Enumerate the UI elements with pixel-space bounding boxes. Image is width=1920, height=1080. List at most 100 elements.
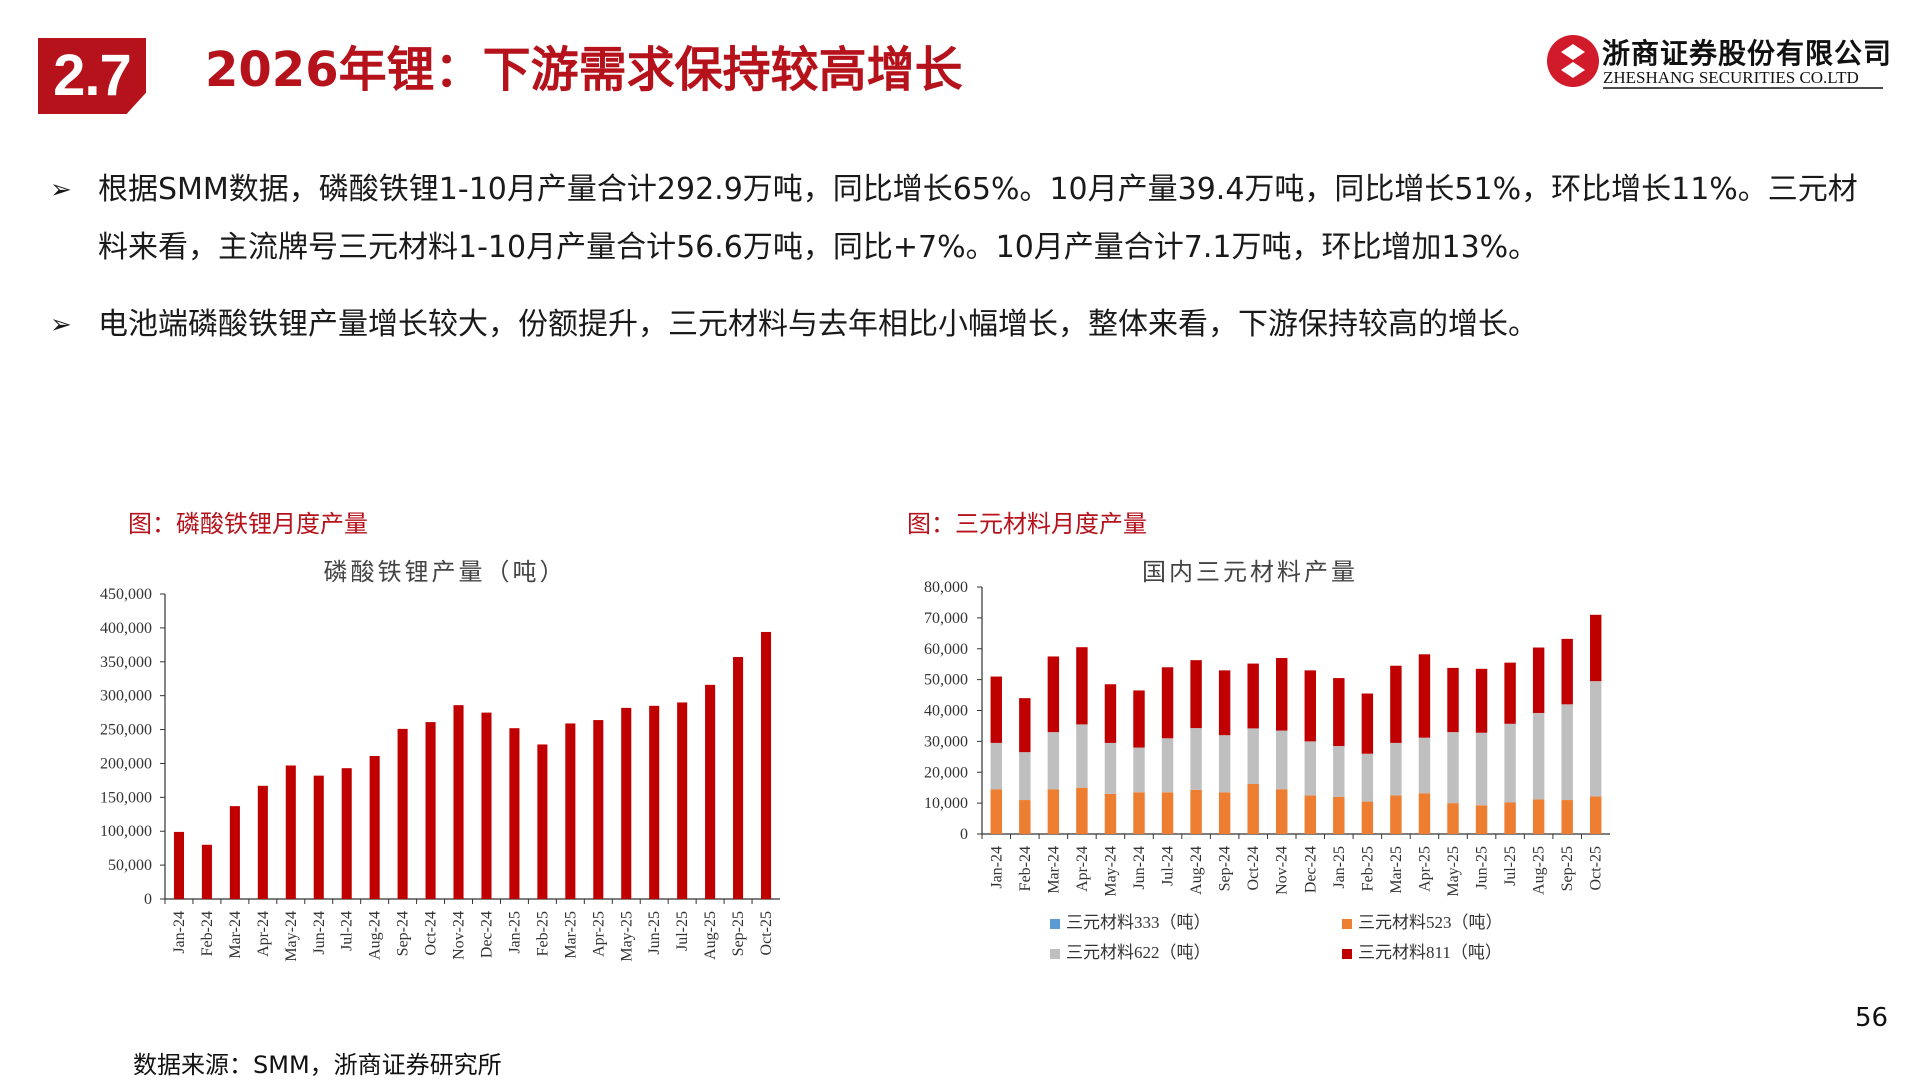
x-tick-label: Mar-25 — [1388, 846, 1405, 894]
bar-segment — [990, 742, 1002, 790]
x-tick-label: Feb-24 — [199, 911, 216, 956]
bar-segment — [1247, 663, 1259, 729]
bar-segment — [1532, 799, 1545, 834]
x-tick-label: Apr-24 — [255, 911, 272, 957]
x-tick-label: Apr-25 — [590, 911, 607, 957]
bar — [677, 702, 688, 899]
x-tick-label: Feb-25 — [534, 911, 551, 956]
chart-title: 国内三元材料产量 — [1142, 559, 1358, 586]
bar-segment — [990, 676, 1002, 743]
y-tick-label: 100,000 — [100, 823, 152, 840]
lfp-production-chart: 磷酸铁锂产量（吨） 0 50,000 100,000 150,000 200,000 25… — [100, 559, 780, 962]
x-tick-label: May-25 — [1445, 846, 1462, 897]
y-tick-label: 300,000 — [100, 688, 152, 705]
bar-segment — [1047, 732, 1060, 790]
bar — [649, 705, 660, 899]
bar-segment — [1475, 732, 1488, 806]
x-tick-label: Jul-24 — [339, 911, 356, 951]
bar-segment — [1447, 667, 1459, 733]
x-tick-label: Jun-25 — [646, 911, 663, 955]
bar-segment — [1390, 795, 1402, 834]
ternary-production-chart: 国内三元材料产量 0 10,000 20,000 30,000 40,000 50,000… — [924, 559, 1610, 897]
legend-label: 三元材料622（吨） — [1066, 943, 1211, 962]
y-tick-label: 70,000 — [924, 610, 968, 627]
y-tick-label: 350,000 — [100, 654, 152, 671]
bar-segment — [1361, 753, 1374, 802]
y-tick-label: 450,000 — [100, 586, 152, 603]
bar — [425, 722, 436, 899]
bar-segment — [1133, 690, 1145, 748]
x-tick-label: Jun-25 — [1474, 846, 1491, 890]
x-tick-label: May-24 — [283, 911, 300, 962]
bar — [481, 712, 492, 899]
x-tick-label: Oct-24 — [1245, 846, 1262, 890]
bar-segment — [1475, 805, 1488, 834]
bar-segment — [1104, 742, 1117, 794]
bar-segment — [1047, 789, 1060, 834]
bar — [341, 768, 352, 899]
y-tick-label: 150,000 — [100, 789, 152, 806]
x-tick-label: Jul-25 — [674, 911, 691, 951]
bar — [760, 631, 772, 899]
bar-segment — [1447, 732, 1459, 804]
bar-segment — [1333, 746, 1345, 797]
x-tick-label: Oct-24 — [423, 911, 440, 955]
bar-segment — [1190, 660, 1202, 729]
bar — [509, 728, 520, 899]
x-tick-label: Aug-25 — [702, 911, 719, 960]
bar — [201, 844, 212, 899]
data-source: 数据来源：SMM，浙商证券研究所 — [133, 1051, 502, 1079]
legend-label: 三元材料811（吨） — [1358, 943, 1502, 962]
bar-segment — [1247, 783, 1259, 834]
bullet-marker: ➢ — [50, 175, 72, 205]
bar-segment — [1504, 723, 1516, 803]
bar-segment — [1418, 793, 1431, 834]
bar — [257, 785, 268, 899]
x-tick-label: Jul-25 — [1502, 846, 1519, 886]
bar-segment — [1247, 728, 1259, 784]
bar-segment — [1561, 638, 1573, 705]
page-title: 2026年锂：下游需求保持较高增长 — [205, 42, 963, 98]
bar-segment — [1532, 647, 1545, 713]
y-tick-label: 60,000 — [924, 641, 968, 658]
legend-swatch — [1050, 949, 1060, 960]
x-tick-label: Sep-25 — [1559, 846, 1576, 891]
x-tick-label: Oct-25 — [758, 911, 775, 955]
legend-swatch — [1342, 919, 1352, 930]
y-tick-label: 50,000 — [924, 672, 968, 689]
ternary-chart-legend: 三元材料333（吨） 三元材料523（吨） 三元材料622（吨） 三元材料811（吨） — [1050, 908, 1530, 972]
bar-segment — [1590, 614, 1602, 682]
bar-segment — [1161, 792, 1174, 834]
x-tick-label: Jun-24 — [311, 911, 328, 955]
bar — [285, 765, 296, 899]
bar-segment — [1304, 670, 1316, 742]
bar-segment — [1361, 693, 1374, 754]
bar-segment — [1276, 658, 1288, 731]
bar-segment — [1276, 730, 1288, 790]
bar-segment — [1590, 681, 1602, 797]
bar-segment — [1504, 802, 1516, 834]
bar-segment — [1418, 654, 1431, 738]
bullet-text: 根据SMM数据，磷酸铁锂1-10月产量合计292.9万吨，同比增长65%。10月… — [98, 172, 1858, 265]
y-tick-label: 0 — [144, 891, 152, 908]
bar-segment — [1190, 728, 1202, 790]
bar-segment — [1076, 787, 1088, 834]
y-tick-label: 20,000 — [924, 764, 968, 781]
legend-swatch — [1050, 919, 1060, 930]
bar — [621, 707, 632, 899]
bar-segment — [1561, 704, 1573, 801]
x-tick-label: Aug-24 — [1188, 846, 1205, 895]
section-number-badge: 2.7 — [38, 38, 146, 114]
x-tick-label: Aug-25 — [1531, 846, 1548, 895]
bar-segment — [1133, 792, 1145, 834]
bar-segment — [1047, 656, 1060, 733]
bar-segment — [1447, 803, 1459, 834]
y-tick-label: 30,000 — [924, 733, 968, 750]
bar — [565, 723, 576, 899]
bullet-marker: ➢ — [50, 310, 72, 340]
bar-segment — [1019, 698, 1031, 753]
x-tick-label: Apr-25 — [1416, 846, 1433, 892]
bar-segment — [1390, 742, 1402, 796]
bullet-point-2: ➢ 电池端磷酸铁锂产量增长较大，份额提升，三元材料与去年相比小幅增长，整体来看，… — [50, 296, 1880, 354]
legend-item: 三元材料622（吨） — [1050, 938, 1211, 963]
